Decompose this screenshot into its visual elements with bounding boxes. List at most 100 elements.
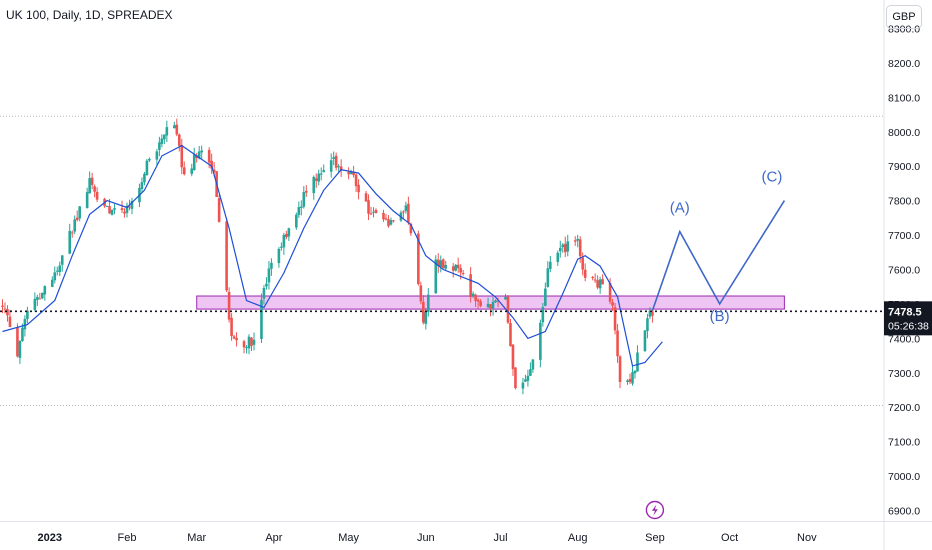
- candle-body: [427, 294, 430, 312]
- price-tick-label: 7400.0: [888, 333, 920, 345]
- candle-body: [1, 305, 4, 308]
- candle-body: [177, 134, 181, 146]
- price-tick-label: 8000.0: [888, 127, 920, 139]
- time-tick-label: Feb: [118, 532, 137, 544]
- candle-body: [50, 279, 54, 287]
- time-tick-label: Apr: [265, 532, 282, 544]
- candle-body: [636, 352, 639, 372]
- candle-body: [374, 209, 378, 214]
- candle-body: [120, 208, 124, 211]
- candle-body: [334, 155, 338, 168]
- candle-body: [476, 299, 480, 302]
- candle-body: [113, 208, 116, 210]
- candle-body: [583, 269, 587, 278]
- candle-body: [566, 241, 570, 252]
- candle-body: [546, 268, 550, 287]
- candle-body: [262, 288, 266, 299]
- candle-body: [581, 257, 584, 270]
- candle-body: [524, 379, 527, 382]
- candle-body: [354, 174, 358, 187]
- candle-body: [23, 318, 27, 330]
- candle-body: [317, 173, 321, 182]
- candle-body: [60, 255, 64, 265]
- currency-button[interactable]: GBP: [886, 5, 922, 29]
- candle-body: [217, 198, 221, 222]
- candle-body: [526, 375, 530, 381]
- candle-body: [155, 151, 159, 160]
- time-tick-label: Oct: [721, 532, 738, 544]
- price-badge: 7478.5 05:26:38: [884, 301, 932, 336]
- candle-body: [531, 359, 535, 370]
- candle-body: [190, 168, 194, 174]
- candle-body: [145, 160, 149, 176]
- candle-body: [561, 244, 565, 248]
- candle-body: [598, 279, 602, 289]
- price-tick-label: 7200.0: [888, 402, 920, 414]
- candle-body: [631, 372, 634, 384]
- candle-body: [643, 330, 647, 351]
- candle-body: [494, 300, 497, 303]
- candle-body: [285, 233, 288, 238]
- candle-body: [26, 310, 29, 319]
- candle-body: [459, 267, 462, 273]
- candle-body: [364, 193, 368, 202]
- candle-body: [633, 370, 637, 374]
- candle-body: [41, 292, 44, 299]
- candle-body: [489, 304, 492, 310]
- candle-body: [18, 340, 22, 358]
- price-tick-label: 7000.0: [888, 471, 920, 483]
- candle-body: [105, 205, 109, 207]
- candle-body: [618, 356, 622, 382]
- candle-body: [504, 296, 507, 300]
- candle-body: [352, 172, 355, 176]
- candle-body: [422, 301, 425, 323]
- lightning-icon[interactable]: [645, 500, 665, 520]
- candle-body: [591, 277, 594, 279]
- candle-body: [471, 293, 475, 297]
- time-tick-label: Aug: [568, 532, 588, 544]
- candle-body: [332, 157, 335, 160]
- candle-body: [646, 318, 649, 332]
- candle-body: [242, 341, 246, 348]
- candle-body: [160, 138, 164, 144]
- candle-body: [232, 336, 236, 339]
- candle-body: [302, 192, 306, 207]
- candle-body: [596, 280, 599, 288]
- price-tick-label: 7300.0: [888, 368, 920, 380]
- time-axis[interactable]: 2023 Feb Mar Apr May Jun Jul Aug Sep Oct Nov: [0, 521, 932, 545]
- candle-body: [529, 369, 532, 376]
- price-axis[interactable]: 6900.07000.07100.07200.07300.07400.07500…: [888, 24, 920, 518]
- candle-body: [235, 338, 238, 341]
- price-badge-countdown: 05:26:38: [888, 320, 929, 332]
- lightning-glyph: [651, 504, 658, 516]
- candle-body: [304, 190, 308, 193]
- candles: [1, 118, 654, 395]
- candle-body: [53, 272, 57, 281]
- price-tick-label: 8200.0: [888, 58, 920, 70]
- candle-body: [200, 150, 204, 153]
- candle-body: [549, 261, 552, 269]
- time-tick-label: Jun: [417, 532, 435, 544]
- candle-body: [108, 206, 111, 214]
- candle-body: [287, 228, 291, 237]
- candle-body: [130, 201, 134, 209]
- candle-body: [123, 211, 126, 214]
- candle-body: [439, 260, 443, 267]
- candle-body: [369, 213, 373, 215]
- price-tick-label: 7800.0: [888, 196, 920, 208]
- candle-body: [250, 337, 253, 346]
- candle-body: [210, 160, 213, 169]
- candle-body: [260, 299, 263, 340]
- candle-body: [128, 206, 131, 208]
- time-tick-label: Mar: [187, 532, 206, 544]
- candle-body: [382, 212, 385, 220]
- wave-path: [651, 200, 786, 312]
- candle-body: [6, 309, 9, 316]
- candle-body: [247, 336, 251, 349]
- candle-body: [75, 217, 79, 221]
- candle-body: [337, 166, 340, 168]
- candle-body: [230, 317, 233, 336]
- candle-body: [252, 339, 256, 345]
- wave-label: (A): [670, 199, 690, 216]
- candle-body: [419, 285, 423, 302]
